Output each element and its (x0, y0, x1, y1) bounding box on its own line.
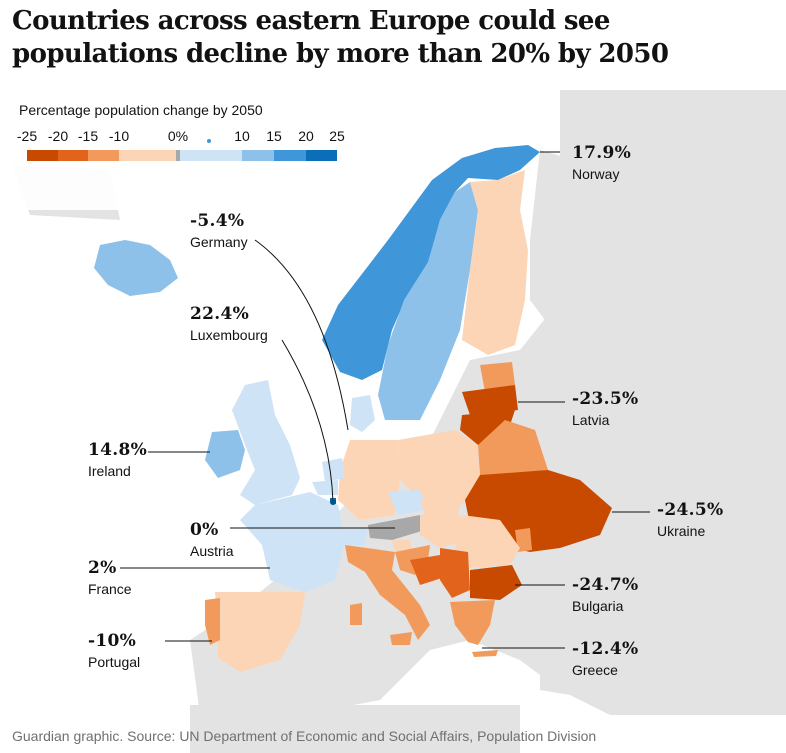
label-name: France (88, 581, 132, 597)
country-belarus[interactable] (478, 420, 548, 478)
country-spain[interactable] (215, 592, 305, 672)
headline: Countries across eastern Europe could se… (12, 6, 669, 69)
label-value: -24.7% (572, 575, 639, 595)
label-luxembourg: 22.4% Luxembourg (190, 304, 268, 344)
country-belgium[interactable] (312, 480, 338, 495)
country-latvia[interactable] (462, 385, 518, 415)
legend-swatch (119, 150, 176, 161)
country-italy[interactable] (345, 545, 430, 640)
label-name: Austria (190, 543, 234, 559)
country-serbia[interactable] (440, 548, 470, 598)
label-name: Bulgaria (572, 598, 624, 614)
landmass-russia (530, 150, 690, 340)
label-norway: 17.9% Norway (572, 143, 631, 183)
country-sardinia[interactable] (350, 603, 362, 625)
label-value: 0% (190, 520, 219, 540)
country-ireland[interactable] (205, 430, 245, 478)
label-germany: -5.4% Germany (190, 211, 248, 251)
label-value: -12.4% (572, 639, 639, 659)
label-value: 22.4% (190, 304, 250, 324)
label-value: 17.9% (572, 143, 632, 163)
legend-swatch (180, 150, 242, 161)
country-iceland[interactable] (94, 240, 178, 296)
label-value: -24.5% (657, 500, 724, 520)
leader-germany (254, 239, 349, 431)
legend-swatch (176, 150, 180, 161)
legend-swatch (88, 150, 119, 161)
label-name: Ukraine (657, 523, 706, 539)
label-value: -5.4% (190, 211, 245, 231)
legend-title: Percentage population change by 2050 (19, 102, 263, 118)
legend-swatch (242, 150, 274, 161)
label-austria: 0% Austria (190, 520, 234, 560)
country-france[interactable] (240, 492, 345, 592)
legend-tick: -15 (77, 128, 99, 144)
country-netherlands[interactable] (322, 458, 345, 482)
country-hungary[interactable] (420, 515, 468, 548)
country-austria[interactable] (368, 515, 425, 540)
country-bosnia[interactable] (410, 555, 442, 585)
country-denmark[interactable] (350, 395, 375, 432)
legend-swatch (27, 150, 58, 161)
source-credit: Guardian graphic. Source: UN Department … (12, 728, 597, 744)
country-finland[interactable] (462, 170, 528, 355)
country-moldova[interactable] (515, 528, 532, 552)
label-value: 14.8% (88, 440, 148, 460)
country-romania[interactable] (455, 515, 520, 568)
country-slovenia[interactable] (392, 540, 412, 552)
label-value: -10% (88, 631, 137, 651)
country-sweden[interactable] (378, 182, 478, 420)
country-switzerland[interactable] (340, 528, 368, 545)
country-czechia[interactable] (388, 490, 428, 515)
label-ireland: 14.8% Ireland (88, 440, 147, 480)
label-latvia: -23.5% Latvia (572, 389, 638, 429)
leader-luxembourg (281, 339, 334, 503)
country-poland[interactable] (398, 430, 480, 505)
legend-swatch (58, 150, 88, 161)
label-value: -23.5% (572, 389, 639, 409)
legend-swatch (306, 150, 337, 161)
label-ukraine: -24.5% Ukraine (657, 500, 723, 540)
landmass-turkey (540, 610, 760, 700)
country-bulgaria[interactable] (470, 565, 522, 600)
label-greece: -12.4% Greece (572, 639, 638, 679)
luxembourg-dot (330, 499, 336, 505)
country-germany[interactable] (338, 440, 400, 520)
label-portugal: -10% Portugal (88, 631, 140, 671)
country-portugal[interactable] (205, 598, 220, 645)
label-bulgaria: -24.7% Bulgaria (572, 575, 638, 615)
label-value: 2% (88, 558, 117, 578)
luxembourg-legend-dot-icon (207, 139, 211, 143)
country-uk[interactable] (232, 380, 300, 505)
legend-swatch (274, 150, 306, 161)
label-name: Portugal (88, 654, 141, 670)
label-name: Norway (572, 166, 620, 182)
legend-tick: 20 (298, 128, 314, 144)
legend: Percentage population change by 2050 -25… (10, 97, 363, 210)
landmass-africa (190, 705, 520, 753)
legend-swatches (27, 139, 337, 161)
legend-tick: -25 (16, 128, 38, 144)
legend-tick: 25 (329, 128, 345, 144)
country-sicily[interactable] (390, 632, 412, 645)
legend-tick: 15 (266, 128, 282, 144)
country-norway[interactable] (322, 145, 540, 380)
label-name: Germany (190, 234, 248, 250)
label-name: Latvia (572, 412, 610, 428)
legend-tick: 0% (167, 128, 189, 144)
label-name: Luxembourg (190, 327, 268, 343)
country-greece[interactable] (450, 600, 495, 645)
label-name: Greece (572, 662, 618, 678)
country-slovakia[interactable] (420, 500, 460, 515)
label-name: Ireland (88, 463, 131, 479)
legend-tick: 10 (234, 128, 250, 144)
label-france: 2% France (88, 558, 132, 598)
legend-tick: -20 (47, 128, 69, 144)
legend-tick: -10 (108, 128, 130, 144)
country-crete[interactable] (472, 650, 498, 657)
leader-lines (120, 151, 650, 649)
country-estonia[interactable] (480, 362, 515, 392)
